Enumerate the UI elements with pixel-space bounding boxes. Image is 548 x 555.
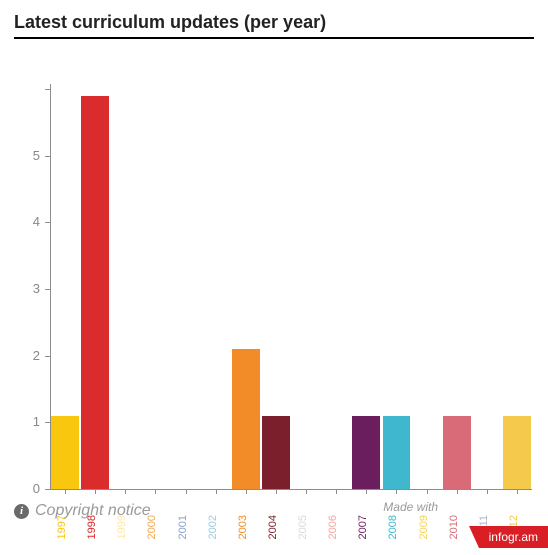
y-tick-label: 3 xyxy=(16,281,40,296)
copyright-text: Copyright notice xyxy=(35,502,151,520)
x-tick-label: 2003 xyxy=(237,515,249,555)
x-tick xyxy=(517,489,518,494)
bar xyxy=(443,416,471,489)
x-tick xyxy=(95,489,96,494)
y-tick xyxy=(45,422,50,423)
y-tick xyxy=(45,356,50,357)
bar xyxy=(383,416,411,489)
y-tick-label: 4 xyxy=(16,214,40,229)
x-tick xyxy=(396,489,397,494)
footer: i Copyright notice xyxy=(14,502,151,520)
x-tick-label: 2002 xyxy=(207,515,219,555)
x-tick-label: 2010 xyxy=(448,515,460,555)
x-tick-label: 2008 xyxy=(387,515,399,555)
x-tick xyxy=(487,489,488,494)
x-tick-label: 2007 xyxy=(357,515,369,555)
y-tick-label: 0 xyxy=(16,481,40,496)
x-tick-label: 2000 xyxy=(146,515,158,555)
y-tick-label: 5 xyxy=(16,148,40,163)
x-tick xyxy=(216,489,217,494)
x-tick-label: 1999 xyxy=(116,515,128,555)
info-icon[interactable]: i xyxy=(14,504,29,519)
x-tick xyxy=(366,489,367,494)
x-axis xyxy=(45,489,532,490)
title-wrap: Latest curriculum updates (per year) xyxy=(14,12,534,39)
x-tick xyxy=(427,489,428,494)
y-tick xyxy=(45,489,50,490)
y-tick xyxy=(45,156,50,157)
badge-text: infogr.am xyxy=(489,530,538,544)
x-tick xyxy=(276,489,277,494)
bar xyxy=(262,416,290,489)
plot-area: 0123451997199819992000200120022003200420… xyxy=(50,89,532,489)
y-tick-label: 1 xyxy=(16,414,40,429)
x-tick xyxy=(155,489,156,494)
x-tick xyxy=(306,489,307,494)
x-tick-label: 1998 xyxy=(86,515,98,555)
y-tick xyxy=(45,89,50,90)
x-tick xyxy=(457,489,458,494)
made-with-text: Made with xyxy=(383,500,438,514)
x-tick-label: 1997 xyxy=(56,515,68,555)
x-tick-label: 2006 xyxy=(327,515,339,555)
y-tick xyxy=(45,222,50,223)
bar xyxy=(232,349,260,489)
x-tick-label: 2009 xyxy=(418,515,430,555)
x-tick-label: 2005 xyxy=(297,515,309,555)
x-tick-label: 2004 xyxy=(267,515,279,555)
bar xyxy=(352,416,380,489)
x-tick xyxy=(125,489,126,494)
y-tick-label: 2 xyxy=(16,348,40,363)
chart-container: Latest curriculum updates (per year) 012… xyxy=(0,0,548,548)
x-tick-label: 2001 xyxy=(177,515,189,555)
infogram-badge[interactable]: infogr.am xyxy=(479,526,548,548)
x-tick xyxy=(336,489,337,494)
bar xyxy=(51,416,79,489)
chart-area: 0123451997199819992000200120022003200420… xyxy=(14,41,534,529)
x-tick xyxy=(246,489,247,494)
x-tick xyxy=(186,489,187,494)
bar xyxy=(503,416,531,489)
x-tick xyxy=(65,489,66,494)
y-tick xyxy=(45,289,50,290)
bar xyxy=(81,96,109,489)
chart-title: Latest curriculum updates (per year) xyxy=(14,12,534,33)
